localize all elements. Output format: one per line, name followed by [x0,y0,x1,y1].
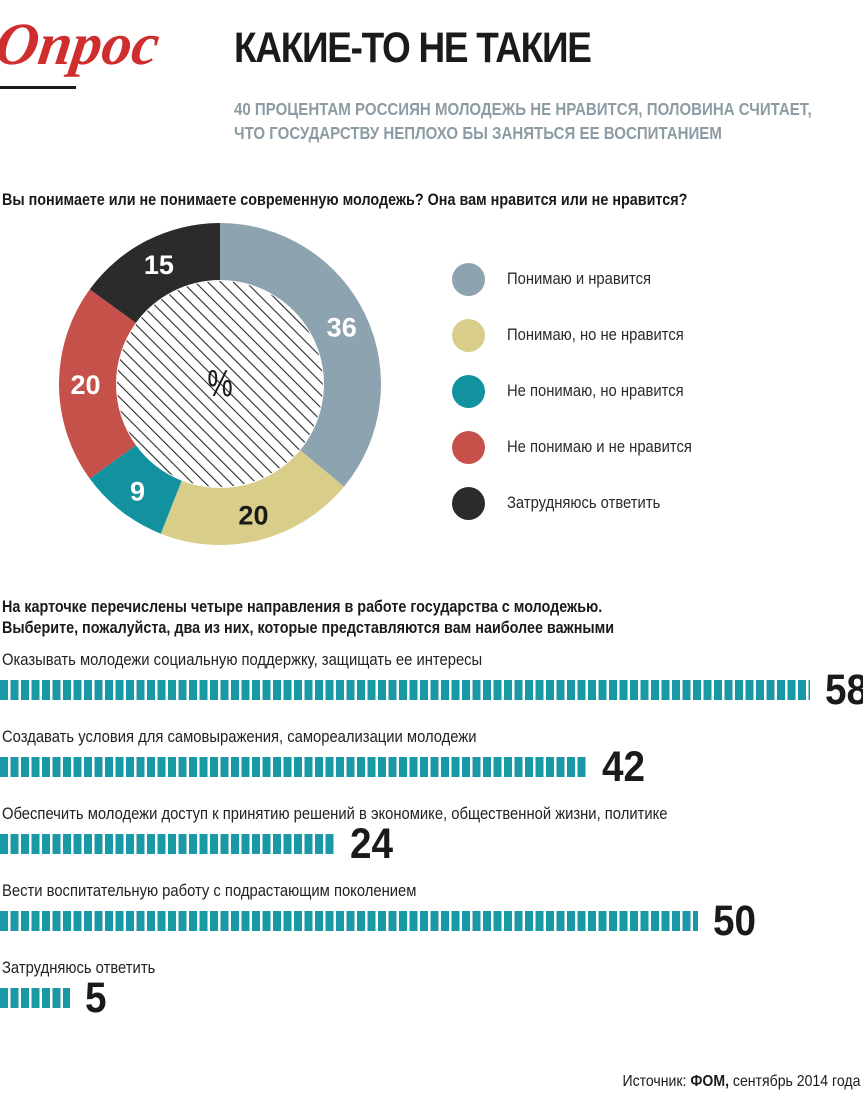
bar-label: Создавать условия для самовыражения, сам… [2,727,477,746]
question-2-line-1: На карточке перечислены четыре направлен… [2,598,603,616]
source-note: Источник: ФОМ, сентябрь 2014 года [622,1073,860,1091]
donut-value-label: 20 [238,500,268,530]
bar [0,680,810,700]
bar [0,911,698,931]
donut-chart: % 36 20 9 20 15 [58,223,381,545]
logo-mark: Опрос [0,11,164,78]
legend-label: Понимаю, но не нравится [507,325,684,344]
subtitle-line-1: 40 ПРОЦЕНТАМ РОССИЯН МОЛОДЕЖЬ НЕ НРАВИТС… [234,99,812,119]
donut-value-label: 20 [70,370,100,400]
legend-label: Понимаю и нравится [507,269,652,288]
legend-swatch [452,431,485,464]
question-1: Вы понимаете или не понимаете современну… [2,191,688,209]
source-date: сентябрь 2014 года [728,1073,860,1090]
source-org: ФОМ, [689,1073,729,1090]
subtitle-line-2: ЧТО ГОСУДАРСТВУ НЕПЛОХО БЫ ЗАНЯТЬСЯ ЕЕ В… [234,123,722,143]
bar-value-label: 42 [602,743,646,791]
donut-slice [89,445,182,534]
question-2: На карточке перечислены четыре направлен… [2,597,614,639]
bar-value-label: 24 [350,820,394,868]
bar-label: Вести воспитательную работу с подрастающ… [2,881,417,900]
legend-label: Затрудняюсь ответить [507,493,661,512]
bar [0,834,335,854]
donut-slice [160,450,345,545]
donut-slice [89,223,220,323]
logo-underline [0,86,76,89]
donut-slice [220,223,381,487]
donut-center-hatch [117,281,323,487]
legend-swatch [452,319,485,352]
bar-value-label: 5 [85,974,107,1022]
legend-label: Не понимаю и не нравится [507,437,692,456]
bar-label: Затрудняюсь ответить [2,958,156,977]
bar-label: Оказывать молодежи социальную поддержку,… [2,650,483,669]
bar-value-label: 50 [713,897,757,945]
page-title: КАКИЕ-ТО НЕ ТАКИЕ [234,24,592,72]
bar [0,988,70,1008]
donut-slice [58,289,136,479]
legend-swatch [452,263,485,296]
legend-swatch [452,375,485,408]
bar-label: Обеспечить молодежи доступ к принятию ре… [2,804,668,823]
donut-center-label: % [207,363,232,405]
bar [0,757,587,777]
legend-label: Не понимаю, но нравится [507,381,684,400]
source-prefix: Источник: [622,1073,690,1090]
page-subtitle: 40 ПРОЦЕНТАМ РОССИЯН МОЛОДЕЖЬ НЕ НРАВИТС… [234,97,853,145]
question-2-line-2: Выберите, пожалуйста, два из них, которы… [2,619,615,637]
donut-value-label: 36 [327,313,357,343]
logo-text: Опрос [0,11,164,78]
legend-swatch [452,487,485,520]
donut-value-label: 9 [130,476,145,506]
donut-value-label: 15 [144,250,174,280]
bar-value-label: 58 [825,666,863,714]
